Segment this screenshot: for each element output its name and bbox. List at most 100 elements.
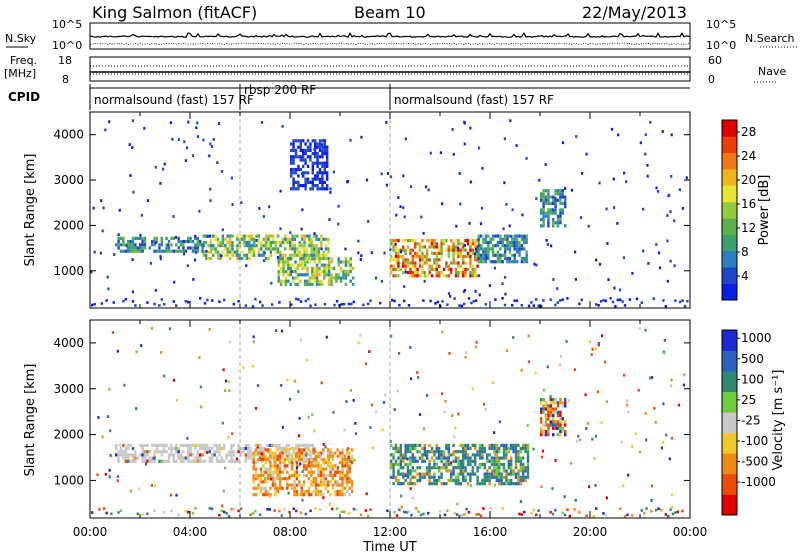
echo-cell — [343, 302, 346, 306]
echo-cell — [237, 443, 240, 447]
echo-cell — [269, 451, 272, 455]
echo-cell — [327, 250, 330, 254]
echo-cell — [554, 401, 557, 405]
echo-cell — [561, 211, 564, 215]
echo-cell — [493, 483, 496, 487]
echo-cell — [351, 266, 355, 270]
echo-cell — [146, 453, 149, 457]
echo-cell — [474, 459, 477, 463]
echo-cell — [113, 253, 116, 256]
echo-cell — [264, 240, 268, 245]
echo-cell — [281, 486, 284, 490]
echo-cell — [616, 298, 619, 302]
echo-cell — [344, 247, 347, 251]
echo-cell — [172, 446, 175, 451]
echo-cell — [307, 493, 311, 497]
echo-cell — [464, 443, 467, 447]
echo-cell — [488, 284, 491, 287]
echo-cell — [247, 443, 250, 447]
echo-cell — [187, 246, 190, 250]
echo-cell — [329, 461, 332, 465]
echo-cell — [405, 511, 408, 514]
echo-cell — [422, 231, 425, 235]
echo-cell — [303, 279, 307, 283]
echo-cell — [169, 121, 172, 125]
echo-cell — [259, 486, 263, 490]
echo-cell — [281, 451, 284, 455]
echo-cell — [464, 450, 467, 454]
echo-cell — [274, 451, 277, 455]
echo-cell — [540, 485, 543, 488]
echo-cell — [433, 466, 436, 470]
echo-cell — [187, 236, 190, 240]
echo-cell — [299, 260, 302, 264]
echo-cell — [256, 384, 260, 387]
echo-cell — [341, 467, 344, 471]
echo-cell — [212, 138, 215, 141]
echo-cell — [187, 443, 190, 447]
echo-cell — [293, 486, 296, 490]
echo-cell — [302, 464, 306, 468]
echo-cell — [490, 456, 494, 460]
echo-cell — [304, 158, 307, 162]
echo-cell — [318, 279, 321, 283]
echo-cell — [271, 303, 274, 306]
echo-cell — [230, 456, 233, 460]
echo-cell — [115, 443, 118, 447]
echo-cell — [409, 469, 412, 473]
echo-cell — [262, 451, 265, 455]
echo-cell — [322, 477, 325, 481]
echo-cell — [469, 248, 472, 252]
echo-cell — [681, 299, 684, 302]
echo-cell — [450, 261, 453, 265]
echo-cell — [225, 512, 228, 515]
echo-cell — [306, 148, 310, 152]
echo-cell — [479, 222, 483, 226]
echo-cell — [394, 248, 398, 252]
echo-cell — [309, 453, 312, 457]
echo-cell — [428, 466, 431, 470]
echo-cell — [107, 287, 110, 291]
echo-cell — [397, 478, 400, 483]
echo-cell — [254, 461, 258, 465]
echo-cell — [343, 477, 347, 481]
echo-cell — [507, 482, 510, 486]
echo-cell — [452, 255, 455, 259]
echo-cell — [482, 250, 485, 254]
echo-cell — [189, 443, 192, 447]
echo-cell — [581, 172, 584, 175]
echo-cell — [564, 195, 567, 199]
echo-cell — [365, 178, 369, 182]
echo-cell — [399, 453, 402, 457]
echo-cell — [297, 390, 300, 393]
echo-cell — [345, 400, 348, 403]
echo-cell — [448, 352, 451, 355]
echo-cell — [131, 249, 135, 253]
echo-cell — [397, 264, 400, 268]
echo-cell — [409, 248, 412, 252]
echo-cell — [559, 214, 562, 218]
echo-cell — [278, 467, 282, 471]
echo-cell — [245, 264, 248, 268]
echo-cell — [273, 443, 276, 447]
echo-cell — [127, 443, 130, 447]
echo-cell — [314, 177, 317, 181]
echo-cell — [440, 459, 443, 463]
echo-cell — [587, 224, 590, 228]
echo-cell — [249, 450, 252, 454]
echo-cell — [314, 489, 318, 494]
echo-cell — [223, 443, 226, 447]
echo-cell — [370, 251, 373, 255]
echo-cell — [484, 408, 487, 411]
echo-cell — [495, 459, 498, 463]
echo-cell — [269, 247, 273, 251]
echo-cell — [281, 470, 284, 474]
echo-cell — [554, 189, 557, 193]
echo-cell — [513, 299, 516, 302]
echo-cell — [291, 279, 295, 283]
echo-cell — [191, 154, 195, 157]
echo-cell — [211, 299, 214, 302]
echo-cell — [219, 244, 222, 248]
echo-cell — [484, 260, 488, 264]
echo-cell — [346, 480, 349, 484]
